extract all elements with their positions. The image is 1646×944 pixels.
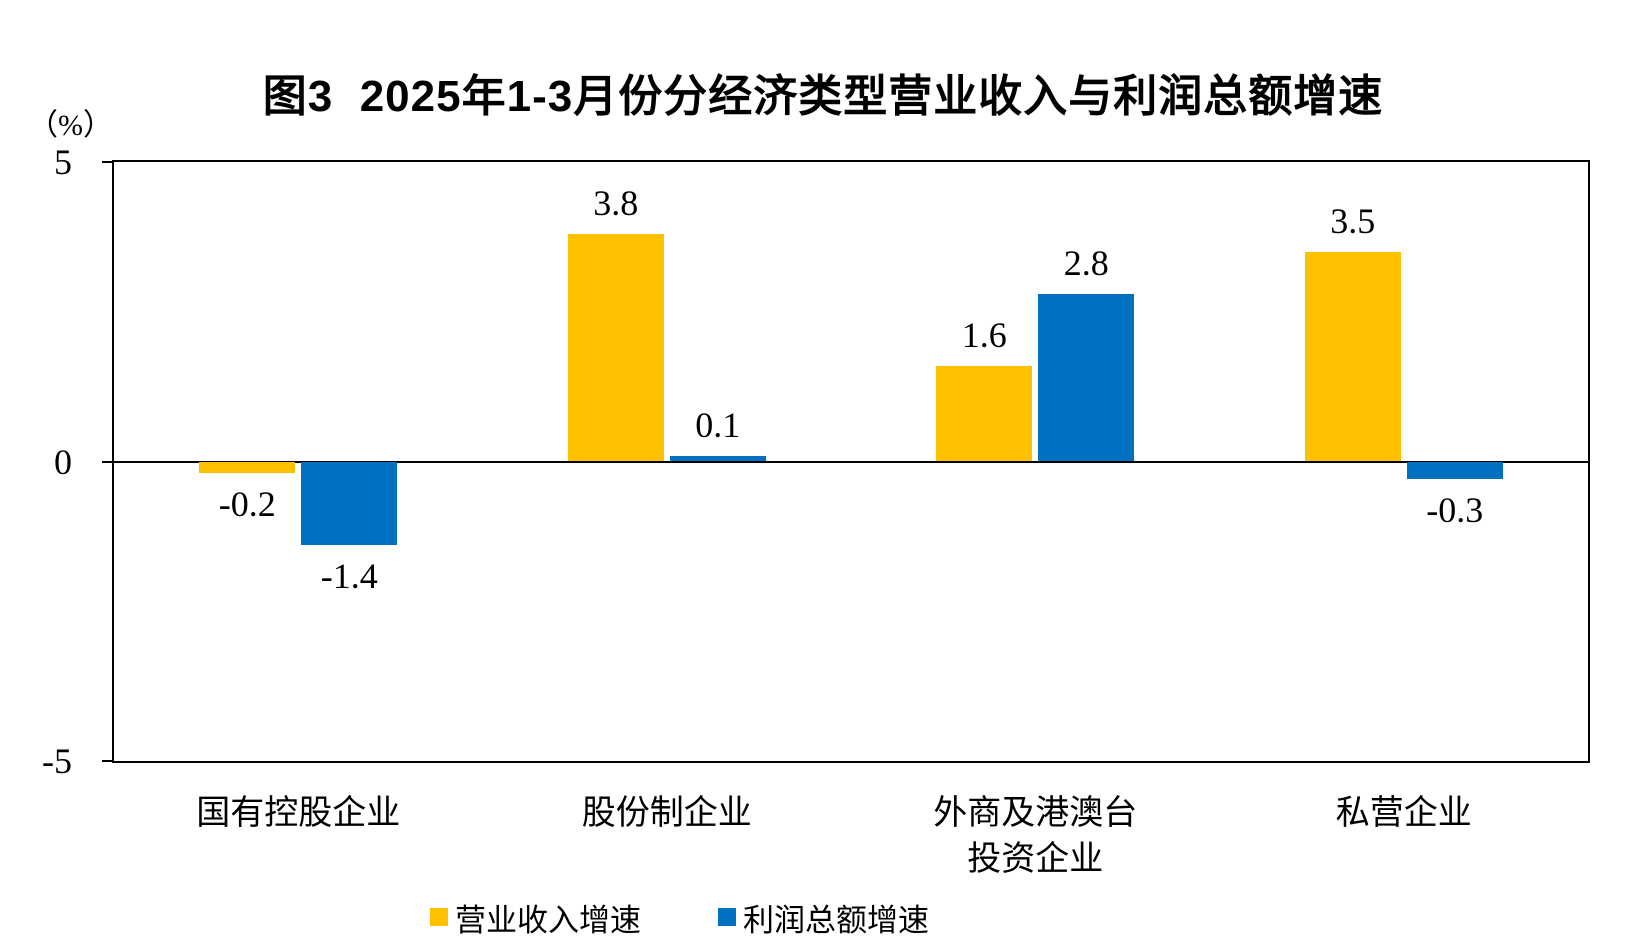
- x-category-label: 股份制企业: [581, 795, 752, 832]
- y-tick-label: 0: [54, 441, 72, 482]
- x-axis: 国有控股企业 股份制企业 外商及港澳台 投资企业 私营企业: [114, 791, 1588, 901]
- y-axis-unit-label: （%）: [28, 109, 113, 142]
- data-label: 0.1: [695, 404, 741, 445]
- legend-label-profit: 利润总额增速: [743, 902, 929, 938]
- revenue-bar: [1304, 251, 1401, 462]
- x-category-label: 私营企业: [1335, 795, 1472, 832]
- plot-area: -0.2 -1.4 3.8 0.1 1.6 2.8 3.5 -0.3: [102, 160, 1590, 763]
- revenue-bar: [199, 461, 296, 474]
- y-tick-mark: [102, 460, 112, 463]
- data-label: -0.3: [1426, 490, 1484, 531]
- legend: 营业收入增速 利润总额增速: [0, 897, 1646, 938]
- y-tick-label: 5: [54, 142, 72, 182]
- legend-swatch-profit: [718, 908, 736, 926]
- legend-label-revenue: 营业收入增速: [455, 902, 641, 938]
- zero-axis-line: [114, 460, 1588, 463]
- data-label: -1.4: [320, 556, 378, 597]
- legend-swatch-revenue: [430, 908, 448, 926]
- profit-bar: [669, 455, 766, 462]
- chart-title: 图3 2025年1-3月份分经济类型营业收入与利润总额增速: [262, 72, 1384, 121]
- legend-item-revenue: 营业收入增速: [430, 897, 641, 938]
- data-label: 1.6: [961, 314, 1007, 355]
- profit-bar: [1406, 461, 1503, 480]
- y-tick-mark: [102, 760, 112, 762]
- data-label: 3.8: [593, 182, 639, 223]
- y-tick-label: -5: [42, 741, 72, 781]
- x-category-label: 外商及港澳台 投资企业: [933, 795, 1138, 878]
- y-tick-mark: [102, 161, 112, 163]
- revenue-bar: [567, 233, 664, 462]
- x-category-label: 国有控股企业: [196, 795, 401, 832]
- profit-bar: [1038, 293, 1135, 462]
- data-label: -0.2: [218, 484, 276, 525]
- data-label: 3.5: [1330, 200, 1376, 241]
- data-label: 2.8: [1063, 242, 1109, 283]
- legend-item-profit: 利润总额增速: [718, 897, 929, 938]
- profit-bar: [301, 461, 398, 546]
- revenue-bar: [936, 365, 1033, 462]
